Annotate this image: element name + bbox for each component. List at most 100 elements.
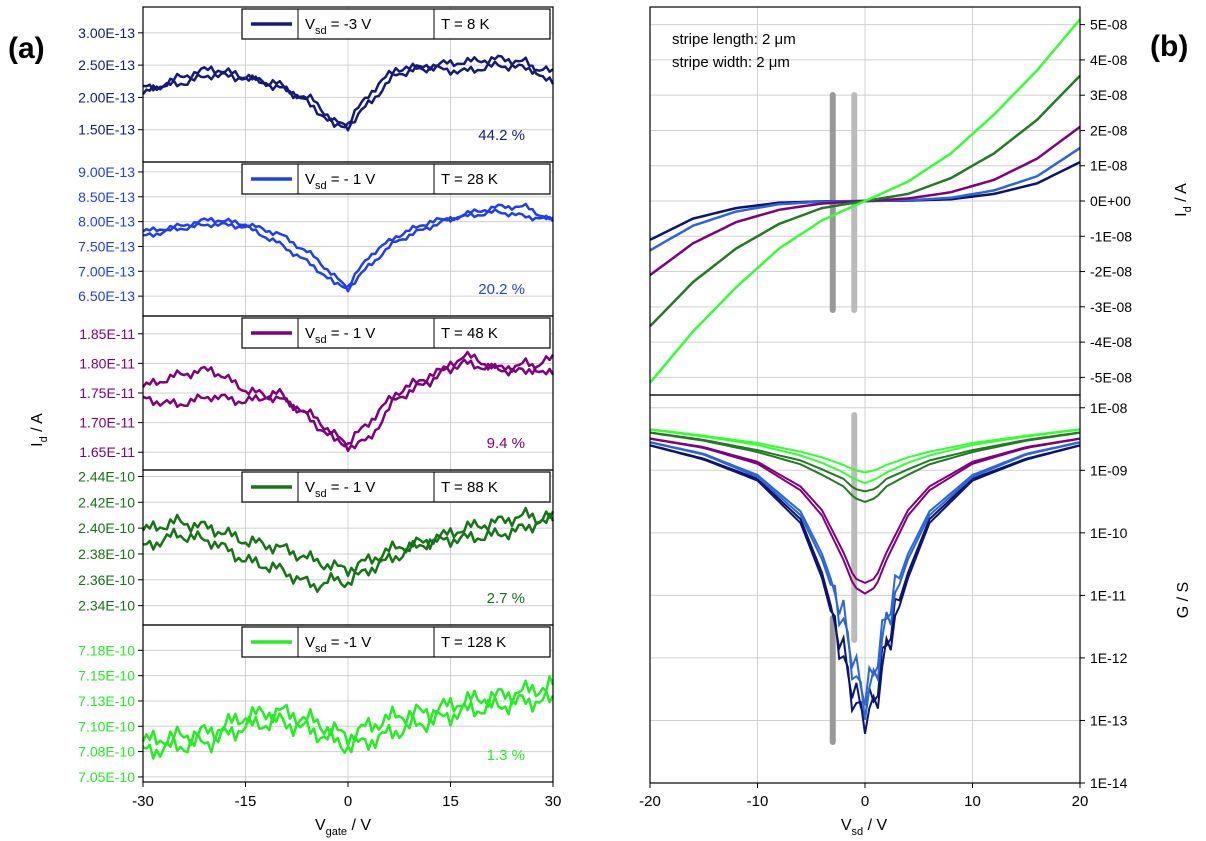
x-tick-label: -30 bbox=[132, 793, 154, 810]
legend-temperature: T = 88 K bbox=[441, 479, 498, 496]
legend: Vsd = - 1 V T = 28 K bbox=[241, 163, 551, 195]
data-series bbox=[142, 350, 555, 453]
legend-label: Vsd = -3 V bbox=[305, 16, 371, 37]
y-tick-label: 3.00E-13 bbox=[78, 25, 135, 41]
conductance-curve bbox=[649, 428, 1081, 474]
conductance-curve bbox=[649, 431, 1081, 493]
conductance-curve bbox=[649, 431, 1081, 503]
right-top-panel: 5E-08 4E-08 3E-08 2E-08 1E-08 0E+00 -1E-08 -2E-… bbox=[649, 6, 1132, 396]
modulation-annotation: 1.3 % bbox=[487, 747, 525, 764]
x-tick-label: -10 bbox=[747, 793, 769, 810]
y-tick-label: -5E-08 bbox=[1090, 369, 1132, 385]
legend-temperature: T = 28 K bbox=[441, 171, 498, 188]
y-tick-label: 1.75E-11 bbox=[79, 385, 135, 401]
data-series bbox=[142, 354, 555, 448]
modulation-annotation: 20.2 % bbox=[478, 281, 525, 298]
panel-label-a: (a) bbox=[8, 32, 45, 65]
data-series bbox=[142, 202, 554, 293]
stripe-length-annotation: stripe length: 2 μm bbox=[672, 31, 796, 48]
y-tick-label: 2.50E-13 bbox=[78, 57, 135, 73]
y-tick-label: 6.50E-13 bbox=[78, 288, 135, 304]
y-tick-label: 1E-12 bbox=[1090, 650, 1128, 666]
y-tick-label: 5E-08 bbox=[1090, 17, 1128, 33]
legend-label: Vsd = - 1 V bbox=[305, 479, 375, 500]
x-tick-label: 30 bbox=[545, 793, 562, 810]
y-tick-label: 1.70E-11 bbox=[79, 415, 135, 431]
stripe-width-annotation: stripe width: 2 μm bbox=[672, 54, 790, 71]
y-tick-label: 2.38E-10 bbox=[78, 546, 135, 562]
data-series bbox=[142, 689, 555, 760]
y-tick-label: 2.34E-10 bbox=[78, 598, 135, 614]
legend-box bbox=[241, 317, 551, 349]
y-tick-label: 1E-08 bbox=[1090, 158, 1128, 174]
y-tick-label: 9.00E-13 bbox=[78, 164, 135, 180]
x-tick-label: 20 bbox=[1072, 793, 1089, 810]
conductance-curve bbox=[649, 437, 1081, 595]
legend-label: Vsd = - 1 V bbox=[305, 171, 375, 192]
x-tick-label: 10 bbox=[964, 793, 981, 810]
y-tick-label: 7.18E-10 bbox=[78, 642, 135, 658]
y-tick-label: 3E-08 bbox=[1090, 87, 1128, 103]
y-tick-label: 7.00E-13 bbox=[78, 263, 135, 279]
legend: Vsd = -1 V T = 128 K bbox=[241, 626, 551, 658]
x-tick-label: 15 bbox=[442, 793, 459, 810]
left-panel-4: 2.44E-10 2.42E-10 2.40E-10 2.38E-10 2.36E-10… bbox=[78, 468, 555, 626]
y-tick-label: 2.36E-10 bbox=[78, 572, 135, 588]
y-tick-label: 7.13E-10 bbox=[78, 693, 135, 709]
left-panel-group: 3.00E-13 2.50E-13 2.00E-13 1.50E-13 Vsd = -3… bbox=[78, 6, 562, 810]
y-tick-label: 7.10E-10 bbox=[78, 718, 135, 734]
left-panel-5: 7.18E-10 7.15E-10 7.13E-10 7.10E-10 7.08E-10… bbox=[78, 624, 555, 785]
right-xlabel: Vsd / V bbox=[841, 817, 888, 838]
legend: Vsd = - 1 V T = 88 K bbox=[241, 471, 551, 503]
conductance-curve bbox=[649, 437, 1081, 584]
y-tick-label: 7.15E-10 bbox=[78, 668, 135, 684]
y-tick-label: -2E-08 bbox=[1090, 264, 1132, 280]
y-tick-label: 4E-08 bbox=[1090, 52, 1128, 68]
y-tick-label: 8.50E-13 bbox=[78, 189, 135, 205]
data-series bbox=[142, 510, 555, 593]
panel-label-b: (b) bbox=[1150, 30, 1188, 63]
y-tick-label: 7.05E-10 bbox=[78, 769, 135, 785]
y-tick-label: -4E-08 bbox=[1090, 334, 1132, 350]
y-tick-label: 1E-10 bbox=[1090, 525, 1128, 541]
left-xlabel: Vgate / V bbox=[315, 817, 371, 838]
x-tick-label: -20 bbox=[639, 793, 661, 810]
legend-box bbox=[241, 163, 551, 195]
conductance-curve bbox=[649, 428, 1081, 485]
modulation-annotation: 44.2 % bbox=[478, 127, 525, 144]
y-tick-label: 1.65E-11 bbox=[79, 444, 135, 460]
y-tick-label: 7.08E-10 bbox=[78, 744, 135, 760]
y-tick-label: 1E-14 bbox=[1090, 775, 1128, 791]
data-series bbox=[142, 208, 554, 289]
y-tick-label: 0E+00 bbox=[1090, 193, 1131, 209]
y-tick-label: 1.85E-11 bbox=[79, 326, 135, 342]
y-tick-label: 1E-09 bbox=[1090, 462, 1128, 478]
y-tick-label: 2.00E-13 bbox=[78, 89, 135, 105]
conductance-curve bbox=[649, 444, 1081, 734]
left-panel-3: 1.85E-11 1.80E-11 1.75E-11 1.70E-11 1.65E-11… bbox=[79, 315, 555, 471]
conductance-curve bbox=[649, 441, 1081, 706]
legend-box bbox=[241, 471, 551, 503]
x-tick-label: 0 bbox=[344, 793, 352, 810]
y-tick-label: -3E-08 bbox=[1090, 299, 1132, 315]
x-tick-label: -15 bbox=[235, 793, 257, 810]
legend: Vsd = -3 V T = 8 K bbox=[241, 8, 551, 40]
modulation-annotation: 9.4 % bbox=[487, 435, 525, 452]
legend-label: Vsd = -1 V bbox=[305, 634, 371, 655]
legend-box bbox=[241, 626, 551, 658]
left-panel-1: 3.00E-13 2.50E-13 2.00E-13 1.50E-13 Vsd = -3… bbox=[78, 6, 555, 163]
y-tick-label: 1E-11 bbox=[1090, 587, 1127, 603]
y-tick-label: 2E-08 bbox=[1090, 122, 1128, 138]
y-tick-label: -1E-08 bbox=[1090, 228, 1132, 244]
data-series bbox=[142, 60, 554, 129]
right-bottom-ylabel: G / S bbox=[1175, 582, 1192, 618]
right-bottom-panel: 1E-08 1E-09 1E-10 1E-11 1E-12 1E-13 1E-14 bbox=[649, 394, 1128, 791]
conductance-curve bbox=[649, 441, 1081, 721]
legend-box bbox=[241, 8, 551, 40]
left-ylabel: Id / A bbox=[29, 413, 50, 447]
y-tick-label: 1E-08 bbox=[1090, 400, 1128, 416]
y-tick-label: 8.00E-13 bbox=[78, 214, 135, 230]
y-tick-label: 2.42E-10 bbox=[78, 494, 135, 510]
legend-label: Vsd = - 1 V bbox=[305, 325, 375, 346]
